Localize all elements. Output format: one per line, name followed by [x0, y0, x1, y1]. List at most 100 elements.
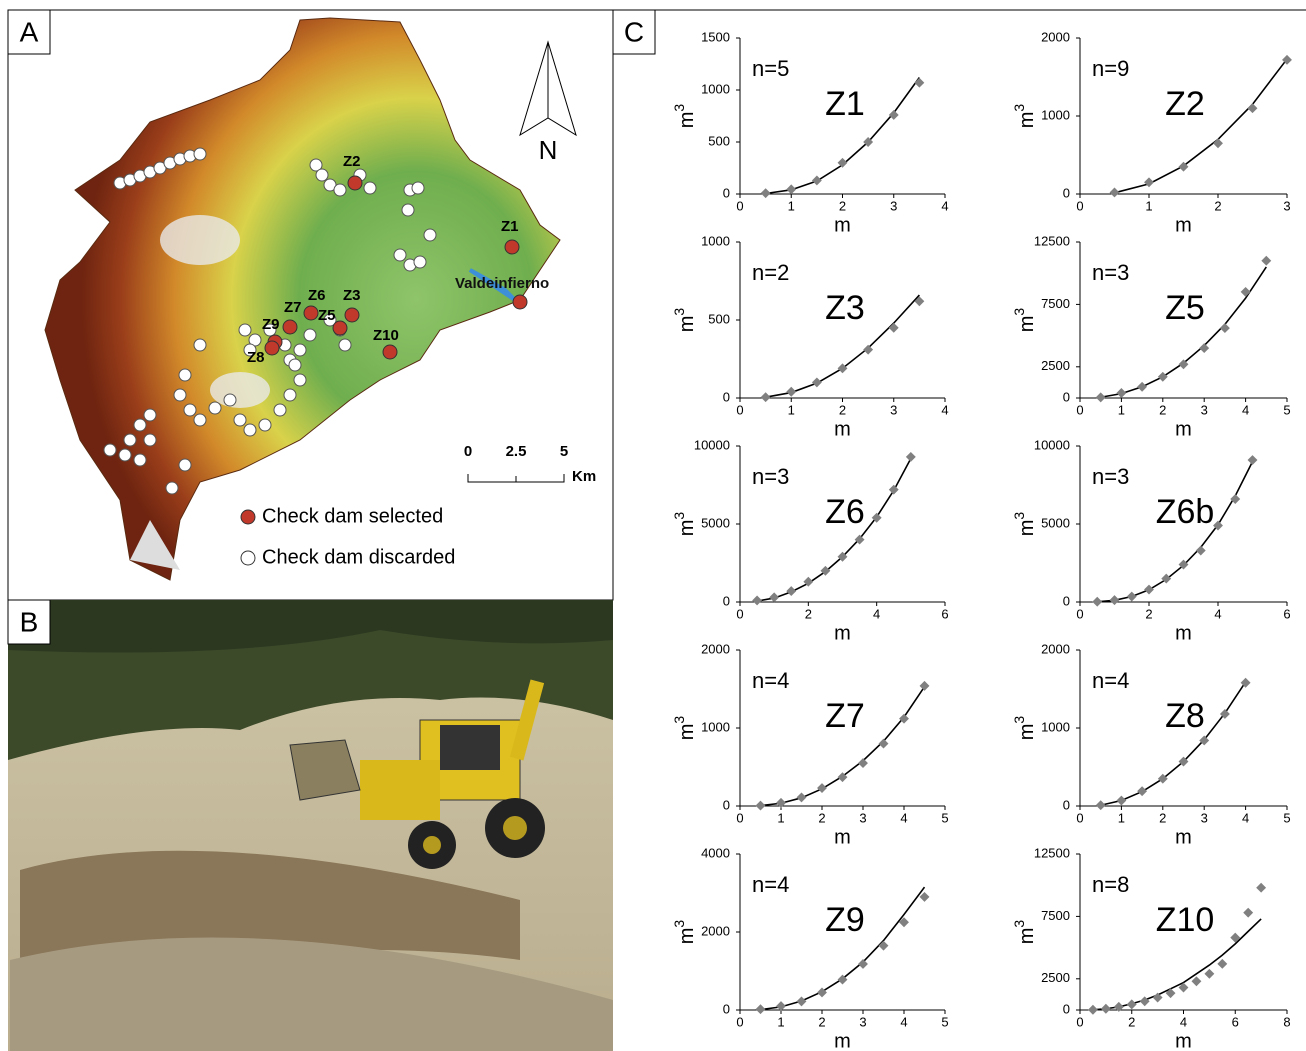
fit-curve — [1115, 59, 1288, 193]
data-point — [817, 783, 827, 793]
y-tick-label: 0 — [1063, 389, 1070, 404]
selected-dam — [283, 320, 297, 334]
y-tick-label: 2000 — [701, 641, 730, 656]
panel-label: C — [624, 16, 644, 47]
data-point — [1158, 372, 1168, 382]
x-tick-label: 3 — [1201, 810, 1208, 825]
y-axis-label: m3 — [671, 920, 699, 945]
x-axis-label: m — [1175, 418, 1192, 440]
discarded-dam — [144, 409, 156, 421]
data-point — [761, 188, 771, 198]
x-tick-label: 3 — [859, 810, 866, 825]
discarded-dam — [259, 419, 271, 431]
data-point — [1137, 382, 1147, 392]
data-point — [1110, 595, 1120, 605]
x-tick-label: 4 — [1242, 810, 1249, 825]
y-tick-label: 2500 — [1041, 970, 1070, 985]
sample-size: n=8 — [1092, 872, 1129, 897]
x-tick-label: 4 — [900, 810, 907, 825]
x-tick-label: 5 — [1283, 402, 1290, 417]
data-point — [889, 110, 899, 120]
chart-title: Z1 — [825, 85, 865, 123]
data-point — [752, 595, 762, 605]
x-tick-label: 5 — [941, 810, 948, 825]
x-axis-label: m — [1175, 622, 1192, 644]
data-point — [1243, 908, 1253, 918]
y-axis-label: m — [676, 724, 698, 741]
scale-label: 0 — [464, 443, 472, 460]
x-tick-label: 4 — [941, 198, 948, 213]
y-axis-label: m — [1016, 724, 1038, 741]
data-point — [906, 452, 916, 462]
chart-title: Z5 — [1165, 289, 1205, 327]
dam-label: Z6 — [308, 287, 326, 304]
x-tick-label: 4 — [1180, 1014, 1187, 1029]
data-point — [1248, 103, 1258, 113]
sample-size: n=3 — [1092, 260, 1129, 285]
discarded-dam — [412, 182, 424, 194]
x-tick-label: 0 — [736, 402, 743, 417]
y-tick-label: 10000 — [1034, 437, 1070, 452]
data-point — [769, 592, 779, 602]
x-tick-label: 4 — [1214, 606, 1221, 621]
y-tick-label: 2000 — [1041, 29, 1070, 44]
discarded-dam — [104, 444, 116, 456]
data-point — [1127, 592, 1137, 602]
discarded-dam — [174, 389, 186, 401]
legend-label: Check dam selected — [262, 505, 443, 527]
y-axis-exponent: 3 — [1011, 716, 1027, 724]
y-tick-label: 0 — [1063, 797, 1070, 812]
data-point — [1144, 177, 1154, 187]
legend-label: Check dam discarded — [262, 546, 455, 568]
x-tick-label: 5 — [1283, 810, 1290, 825]
data-point — [1220, 323, 1230, 333]
data-point — [1137, 786, 1147, 796]
y-axis-label: m — [676, 520, 698, 537]
x-tick-label: 2 — [1145, 606, 1152, 621]
x-tick-label: 2 — [1159, 810, 1166, 825]
data-point — [756, 1004, 766, 1014]
x-tick-label: 4 — [873, 606, 880, 621]
y-tick-label: 500 — [708, 311, 730, 326]
discarded-dam — [304, 329, 316, 341]
x-axis-label: m — [834, 214, 851, 236]
x-tick-label: 2 — [818, 1014, 825, 1029]
data-point — [1256, 883, 1266, 893]
dam-label: Z8 — [247, 349, 265, 366]
data-point — [1116, 388, 1126, 398]
data-point — [756, 801, 766, 811]
x-tick-label: 4 — [1242, 402, 1249, 417]
x-tick-label: 3 — [859, 1014, 866, 1029]
y-tick-label: 1500 — [701, 29, 730, 44]
data-point — [1217, 959, 1227, 969]
discarded-dam — [234, 414, 246, 426]
y-axis-exponent: 3 — [1011, 512, 1027, 520]
data-point — [1261, 256, 1271, 266]
discarded-dam — [134, 454, 146, 466]
chart-title: Z9 — [825, 901, 865, 939]
discarded-dam — [334, 184, 346, 196]
y-axis-label: m3 — [1011, 716, 1039, 741]
discarded-dam — [194, 339, 206, 351]
selected-dam — [513, 295, 527, 309]
x-tick-label: 6 — [941, 606, 948, 621]
x-axis-label: m — [834, 622, 851, 644]
y-tick-label: 0 — [723, 1001, 730, 1016]
y-tick-label: 2500 — [1041, 358, 1070, 373]
panel-label: B — [20, 606, 39, 637]
x-tick-label: 3 — [890, 198, 897, 213]
x-tick-label: 2 — [818, 810, 825, 825]
x-tick-label: 0 — [736, 606, 743, 621]
chart-title: Z7 — [825, 697, 865, 735]
x-tick-label: 2 — [839, 402, 846, 417]
chart-title: Z3 — [825, 289, 865, 327]
discarded-dam — [224, 394, 236, 406]
y-tick-label: 1000 — [1041, 107, 1070, 122]
y-tick-label: 1000 — [701, 233, 730, 248]
data-point — [879, 941, 889, 951]
x-tick-label: 5 — [941, 1014, 948, 1029]
discarded-dam — [194, 148, 206, 160]
x-tick-label: 0 — [1076, 1014, 1083, 1029]
x-tick-label: 2 — [1128, 1014, 1135, 1029]
data-point — [1196, 546, 1206, 556]
